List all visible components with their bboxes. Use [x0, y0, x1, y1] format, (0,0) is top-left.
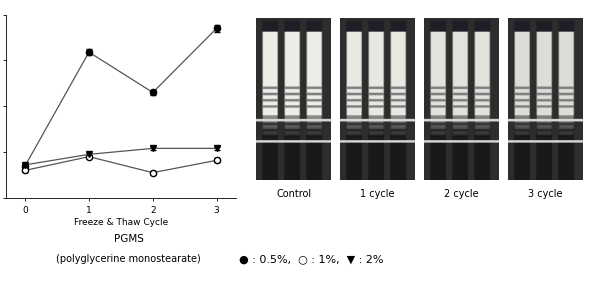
Text: (polyglycerine monostearate): (polyglycerine monostearate) [56, 254, 201, 264]
Text: 3 cycle: 3 cycle [528, 189, 563, 199]
Text: 1 cycle: 1 cycle [361, 189, 395, 199]
X-axis label: Freeze & Thaw Cycle: Freeze & Thaw Cycle [74, 218, 168, 227]
Text: 2 cycle: 2 cycle [444, 189, 479, 199]
Text: PGMS: PGMS [114, 234, 144, 244]
Text: ● : 0.5%,  ○ : 1%,  ▼ : 2%: ● : 0.5%, ○ : 1%, ▼ : 2% [239, 254, 383, 264]
Text: Control: Control [276, 189, 312, 199]
